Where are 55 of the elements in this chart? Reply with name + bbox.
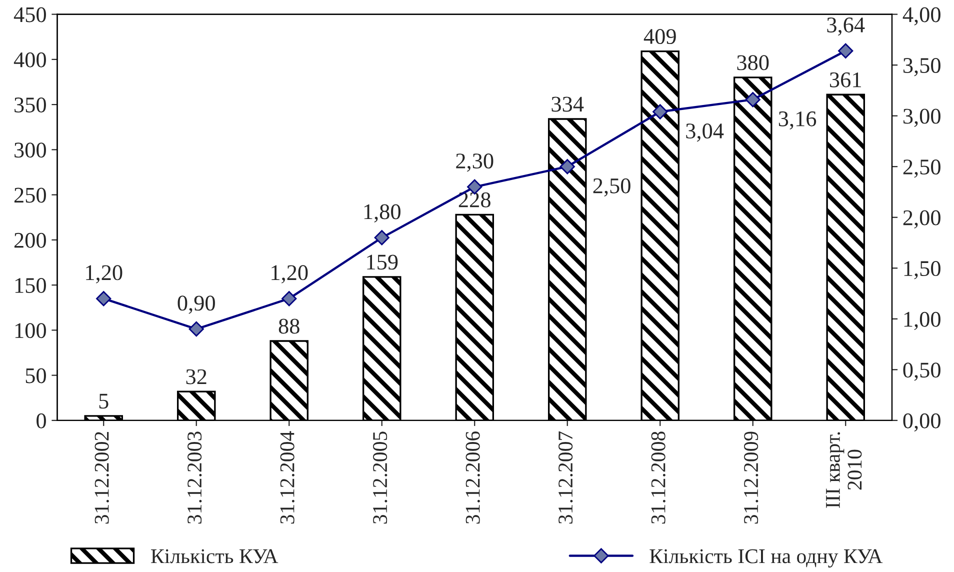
data-label: 1,80	[364, 204, 400, 222]
legend-label: Кількість ІСІ на одну КУА	[650, 549, 883, 568]
data-label: 3,04	[686, 124, 724, 142]
y-tick-label: 50	[26, 368, 46, 384]
data-label: 5	[99, 394, 108, 409]
data-label: 334	[552, 96, 584, 112]
point	[96, 291, 112, 306]
y-tick-label: 0	[36, 413, 46, 428]
x-tick-label: 31.12.2002	[94, 432, 109, 524]
y2-tick-label: 2,50	[903, 160, 940, 178]
point	[745, 92, 760, 108]
legend-label: Кількість КУА	[151, 549, 278, 564]
y2-tick-label: 3,50	[903, 58, 940, 76]
data-label: 32	[186, 369, 206, 384]
data-label: 3,16	[778, 111, 816, 130]
x-tick-label: 31.12.2007	[558, 431, 573, 524]
y-tick-label: 250	[14, 188, 46, 203]
x-tick-label: III кварт. 2010	[826, 432, 862, 508]
data-label: 1,20	[272, 265, 308, 284]
x-tick-label: 31.12.2005	[373, 432, 388, 524]
point	[282, 291, 297, 306]
data-label: 380	[737, 55, 769, 70]
y-tick-label: 300	[14, 142, 46, 158]
y2-tick-label: 2,00	[903, 210, 940, 228]
y2-tick-label: 4,00	[902, 7, 940, 26]
y-tick-label: 450	[14, 7, 46, 22]
y2-tick-label: 1,50	[904, 261, 940, 280]
y2-tick-label: 3,00	[903, 108, 940, 127]
y-tick-label: 200	[14, 232, 46, 248]
point	[188, 321, 204, 337]
data-label: 409	[644, 29, 676, 44]
data-label: 2,30	[456, 154, 494, 172]
data-label: 88	[278, 318, 300, 334]
x-tick-label: 31.12.2009	[744, 432, 758, 524]
data-label: 1,20	[86, 265, 122, 284]
data-label: 3,64	[827, 18, 865, 36]
data-label: 361	[830, 72, 861, 88]
x-tick-label: 31.12.2003	[188, 432, 202, 524]
y-tick-label: 400	[14, 52, 46, 68]
y-tick-label: 150	[15, 278, 46, 293]
point	[374, 230, 390, 246]
point	[652, 104, 668, 120]
x-tick-label: 31.12.2004	[280, 431, 294, 524]
x-tick-label: 31.12.2006	[466, 431, 480, 524]
data-label: 159	[367, 254, 398, 270]
x-tick-label: 31.12.2008	[651, 432, 666, 524]
point	[560, 159, 575, 174]
point	[838, 43, 854, 58]
y-tick-label: 100	[15, 323, 46, 338]
y2-tick-label: 0,00	[903, 413, 940, 432]
y-tick-label: 350	[14, 97, 46, 112]
y2-tick-label: 1,00	[904, 312, 940, 330]
y2-tick-label: 0,50	[903, 362, 940, 381]
data-label: 2,50	[593, 178, 630, 197]
data-label: 0,90	[178, 296, 215, 314]
